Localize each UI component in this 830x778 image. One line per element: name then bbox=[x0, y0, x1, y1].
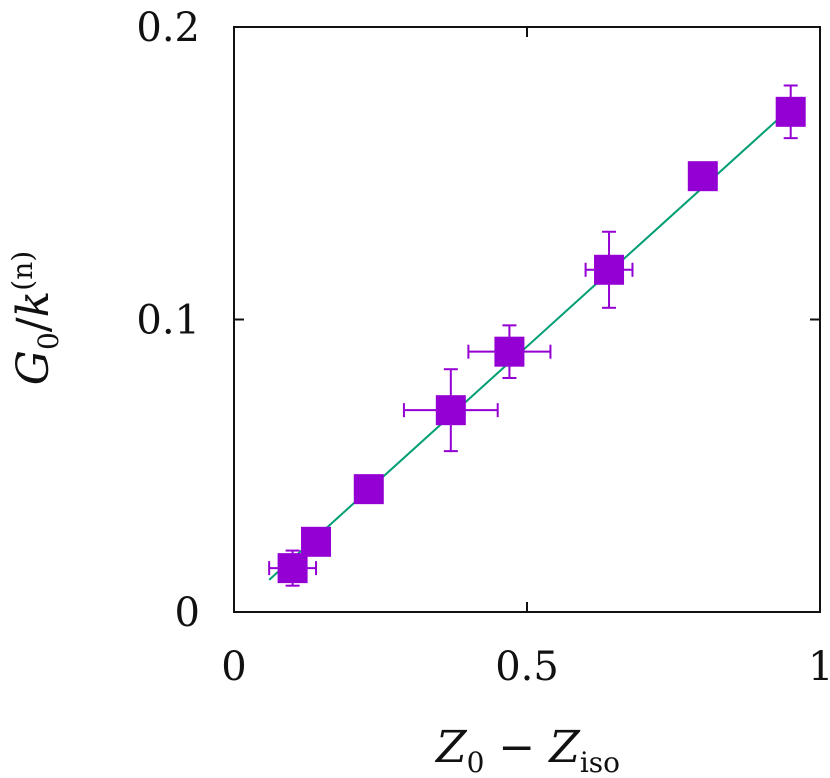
plot-frame bbox=[233, 26, 821, 613]
x-tick-label: 0.5 bbox=[495, 644, 559, 690]
square-marker bbox=[353, 474, 384, 505]
fit-line-group bbox=[268, 96, 804, 581]
y-tick-label: 0.1 bbox=[136, 298, 200, 344]
fit-line bbox=[268, 96, 804, 581]
square-marker bbox=[435, 395, 466, 426]
y-tick-label: 0.2 bbox=[136, 5, 200, 51]
x-tick-label: 0 bbox=[221, 644, 246, 690]
data-point bbox=[268, 549, 318, 587]
data-points-group bbox=[268, 84, 806, 587]
data-point bbox=[467, 324, 552, 379]
data-point bbox=[402, 368, 499, 453]
data-point bbox=[353, 474, 384, 505]
axis-ticks-group: 0 0.5 1 0 0.1 0.2 bbox=[136, 5, 830, 690]
data-point bbox=[301, 526, 332, 557]
square-marker bbox=[687, 161, 718, 192]
square-marker bbox=[301, 526, 332, 557]
square-marker bbox=[494, 336, 525, 367]
x-tick-label: 1 bbox=[808, 644, 830, 690]
square-marker bbox=[277, 553, 308, 584]
y-axis-label: G0/k(n) bbox=[6, 251, 65, 385]
square-marker bbox=[775, 96, 806, 127]
y-tick-label: 0 bbox=[175, 590, 200, 636]
square-marker bbox=[594, 254, 625, 285]
data-point bbox=[775, 84, 806, 140]
x-axis-label: Z0 − Ziso bbox=[434, 722, 620, 778]
data-point bbox=[584, 230, 634, 309]
data-point bbox=[687, 161, 718, 192]
